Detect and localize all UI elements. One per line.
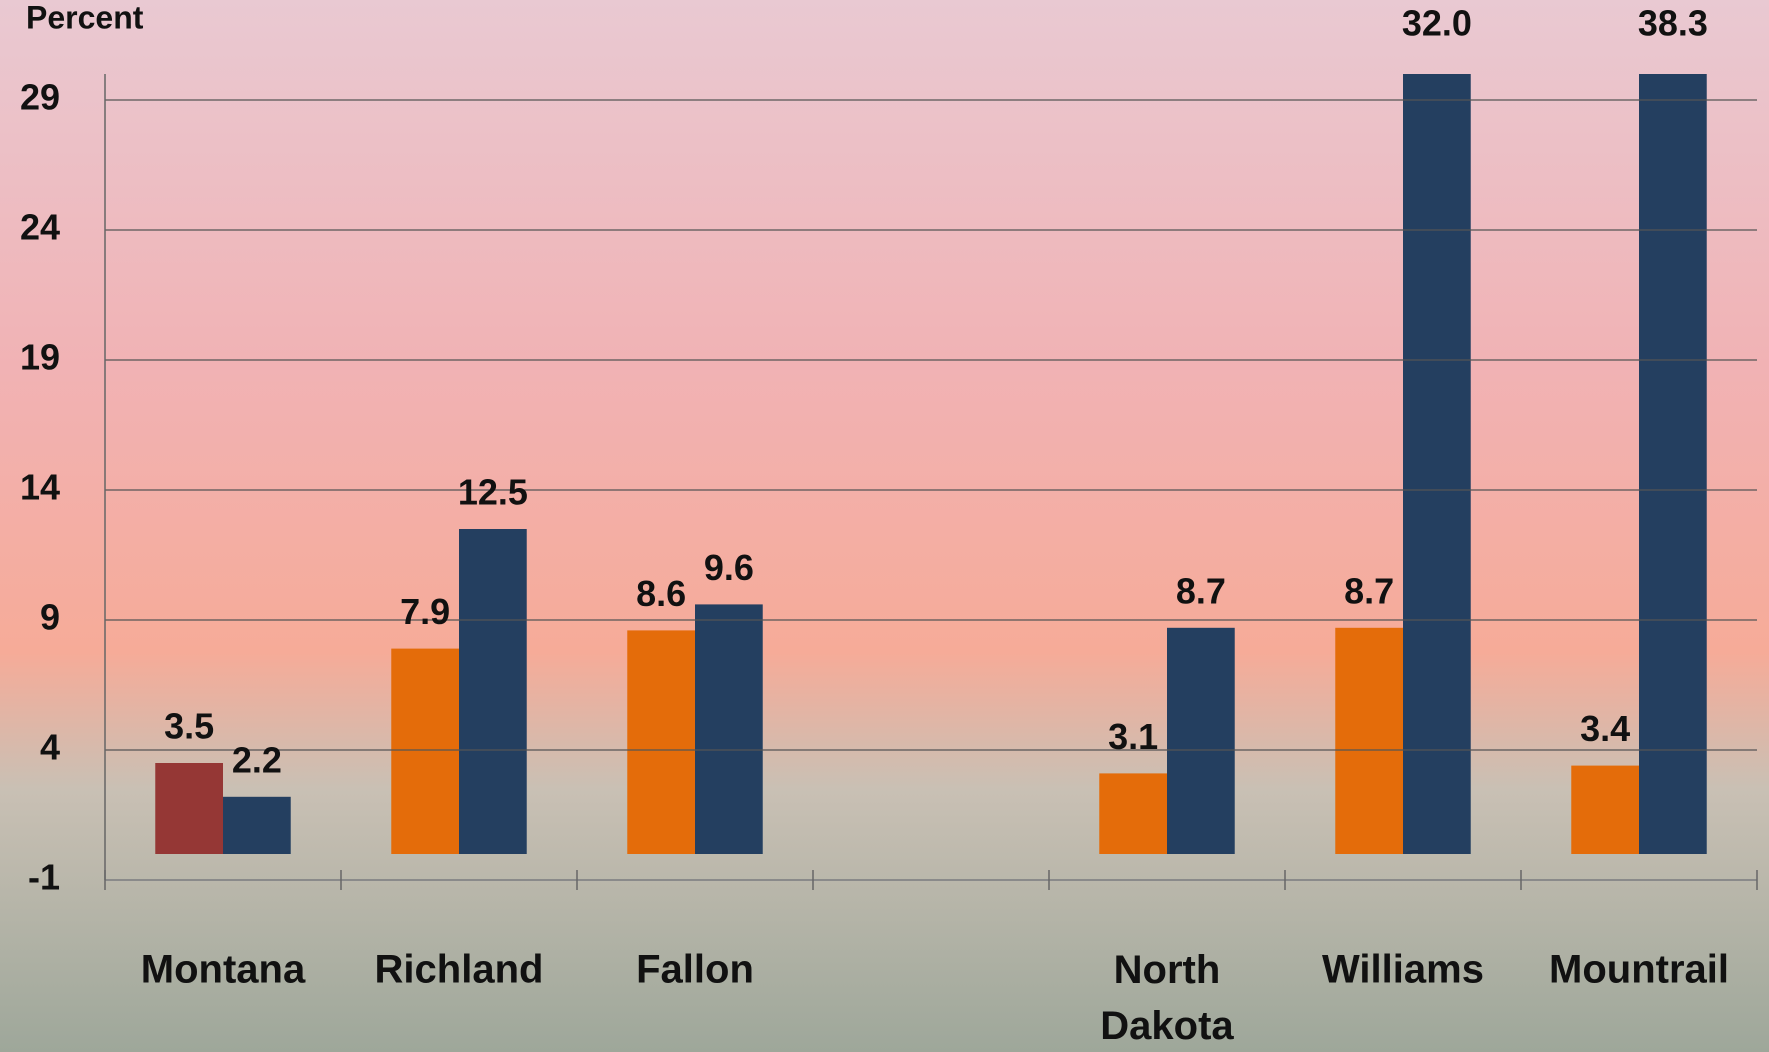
y-tick-label: 19 <box>20 337 60 378</box>
y-axis-label: Percent <box>26 0 144 35</box>
bar <box>695 604 763 854</box>
x-tick-label: Fallon <box>636 948 754 992</box>
x-tick-label: Williams <box>1322 948 1484 992</box>
value-label: 12.5 <box>458 472 528 513</box>
y-tick-label: 4 <box>40 727 60 768</box>
bar <box>1403 74 1471 854</box>
value-label: 3.4 <box>1580 708 1630 749</box>
value-label: 2.2 <box>232 739 282 780</box>
value-label: 8.6 <box>636 573 686 614</box>
plot-area <box>155 74 1707 854</box>
bar <box>627 630 695 854</box>
value-label: 8.7 <box>1344 570 1394 611</box>
value-label: 9.6 <box>704 547 754 588</box>
bar <box>1639 74 1707 854</box>
value-label: 7.9 <box>400 591 450 632</box>
bar <box>1099 773 1167 854</box>
bar <box>391 648 459 854</box>
y-tick-label: 9 <box>40 597 60 638</box>
value-label: 8.7 <box>1176 570 1226 611</box>
value-label: 3.5 <box>164 706 214 747</box>
y-tick-label: 29 <box>20 77 60 118</box>
x-tick-label: Mountrail <box>1549 948 1729 992</box>
value-label: 38.3 <box>1638 3 1708 44</box>
value-label: 32.0 <box>1402 3 1472 44</box>
value-label: 3.1 <box>1108 716 1158 757</box>
bar <box>223 796 291 854</box>
bar <box>155 763 223 854</box>
bar <box>1571 765 1639 854</box>
y-tick-label: -1 <box>28 857 60 898</box>
bar <box>459 529 527 854</box>
x-tick-label: Richland <box>375 948 544 992</box>
x-tick-label: Montana <box>141 948 306 992</box>
y-tick-label: 14 <box>20 467 60 508</box>
bar <box>1335 627 1403 854</box>
x-tick-label: North Dakota <box>1100 948 1234 1048</box>
y-tick-label: 24 <box>20 207 60 248</box>
bar <box>1167 627 1235 854</box>
